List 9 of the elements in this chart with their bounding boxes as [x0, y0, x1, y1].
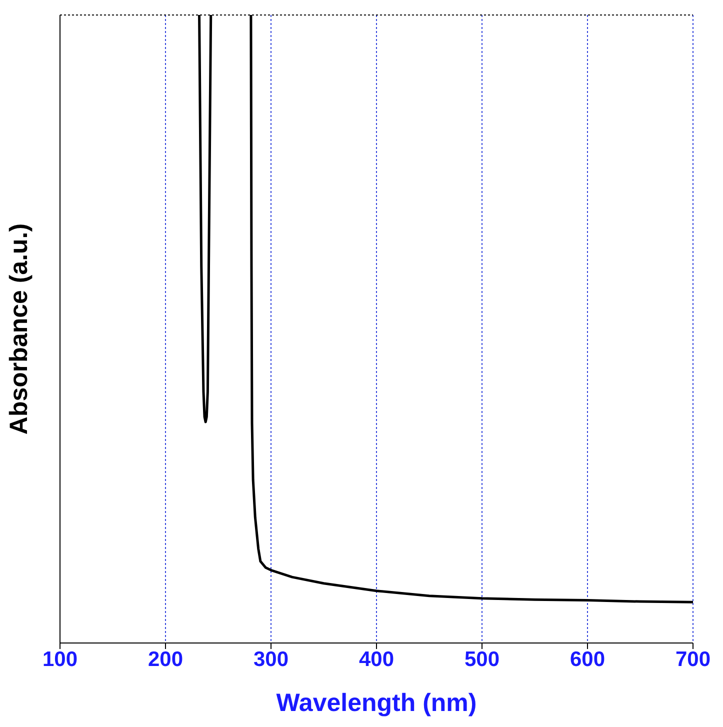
x-tick-label: 700: [675, 648, 711, 671]
x-tick-label: 100: [42, 648, 78, 671]
x-tick-label: 500: [464, 648, 500, 671]
x-tick-label: 400: [358, 648, 394, 671]
x-axis-title: Wavelength (nm): [276, 689, 477, 717]
x-tick-label: 200: [148, 648, 184, 671]
x-tick-label: 600: [570, 648, 606, 671]
x-tick-label: 300: [253, 648, 289, 671]
y-axis-title: Absorbance (a.u.): [4, 223, 33, 435]
